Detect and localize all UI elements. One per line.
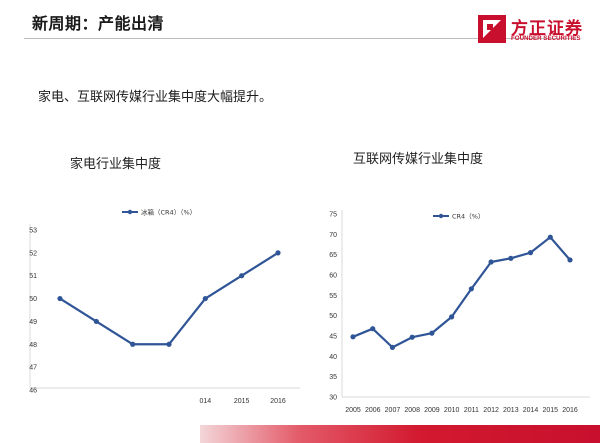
title-divider xyxy=(24,38,576,39)
y-tick-label: 70 xyxy=(329,232,337,239)
legend-marker xyxy=(127,209,133,215)
series-line-fridge-cr4 xyxy=(59,251,279,346)
x-tick-label: 2016 xyxy=(562,407,578,414)
logo-chinese-name: 方正证券 xyxy=(511,19,583,39)
x-tick-label: 2005 xyxy=(345,407,361,414)
legend-label: 冰箱（CR4）（%） xyxy=(141,208,196,217)
y-tick-label: 52 xyxy=(29,250,37,257)
right-chart-caption: 互联网传媒行业集中度 xyxy=(353,152,484,167)
x-tick-label: 2010 xyxy=(444,407,460,414)
legend-label: CR4（%） xyxy=(452,213,484,221)
x-tick-label: 2008 xyxy=(404,407,420,414)
data-point xyxy=(547,234,553,240)
internet-media-concentration-chart: CR4（%） 30 35 40 45 50 55 60 65 70 75 2005 2006 2007… xyxy=(329,210,590,414)
y-tick-label: 50 xyxy=(329,313,337,320)
data-point xyxy=(429,330,435,336)
y-tick-label: 53 xyxy=(29,228,37,235)
x-tick-label: 2011 xyxy=(464,407,479,414)
founder-logo-icon xyxy=(478,15,506,43)
left-legend: 冰箱（CR4）（%） xyxy=(122,208,196,217)
x-tick-label: 2015 xyxy=(542,407,558,414)
data-point xyxy=(409,334,415,340)
series-line-internet-cr4 xyxy=(352,236,571,349)
data-point xyxy=(567,257,573,263)
data-point xyxy=(239,273,245,279)
data-point xyxy=(508,255,514,261)
data-point xyxy=(275,250,281,256)
y-tick-label: 55 xyxy=(329,293,337,300)
x-tick-label: 2016 xyxy=(270,398,286,405)
y-tick-label: 45 xyxy=(329,334,337,341)
data-point xyxy=(57,295,63,302)
y-tick-label: 47 xyxy=(29,365,37,372)
logo-english-name: FOUNDER SECURITIES xyxy=(511,35,581,42)
data-point xyxy=(350,334,356,340)
data-point xyxy=(389,344,396,350)
data-point xyxy=(130,341,136,347)
x-tick-label: 2013 xyxy=(503,407,519,414)
y-tick-label: 40 xyxy=(329,354,337,361)
x-tick-label: 2007 xyxy=(385,407,401,414)
right-legend: CR4（%） xyxy=(433,213,484,221)
slide-subtitle: 家电、互联网传媒行业集中度大幅提升。 xyxy=(38,90,273,105)
legend-marker xyxy=(438,213,444,219)
brand-logo: 方正证券 FOUNDER SECURITIES xyxy=(478,15,588,49)
data-point xyxy=(449,314,455,320)
x-tick-label: 014 xyxy=(199,398,211,405)
y-tick-label: 35 xyxy=(329,374,337,381)
data-point xyxy=(468,286,474,292)
y-tick-label: 48 xyxy=(29,342,37,349)
data-point xyxy=(93,318,99,325)
x-tick-label: 2009 xyxy=(424,407,440,414)
data-point xyxy=(370,326,376,332)
page-title: 新周期：产能出清 xyxy=(32,14,165,33)
footer-brand-bar xyxy=(200,425,600,443)
y-tick-label: 50 xyxy=(29,296,37,303)
x-tick-label: 2006 xyxy=(365,407,381,414)
appliance-concentration-chart: 冰箱（CR4）（%） 46 47 48 49 50 51 52 53 014 2015 2016 xyxy=(29,208,300,405)
data-point xyxy=(202,295,208,302)
left-chart-caption: 家电行业集中度 xyxy=(70,157,162,172)
y-tick-label: 30 xyxy=(329,395,337,402)
y-tick-label: 65 xyxy=(329,252,337,259)
y-tick-label: 46 xyxy=(29,388,37,395)
x-tick-label: 2015 xyxy=(234,398,250,405)
data-point xyxy=(527,250,534,256)
x-tick-label: 2014 xyxy=(523,407,539,414)
y-tick-label: 51 xyxy=(29,273,37,280)
y-tick-label: 75 xyxy=(329,212,337,219)
data-point xyxy=(166,341,172,347)
y-tick-label: 49 xyxy=(29,319,37,326)
x-tick-label: 2012 xyxy=(483,407,499,414)
data-point xyxy=(488,259,494,265)
y-tick-label: 60 xyxy=(329,273,337,280)
